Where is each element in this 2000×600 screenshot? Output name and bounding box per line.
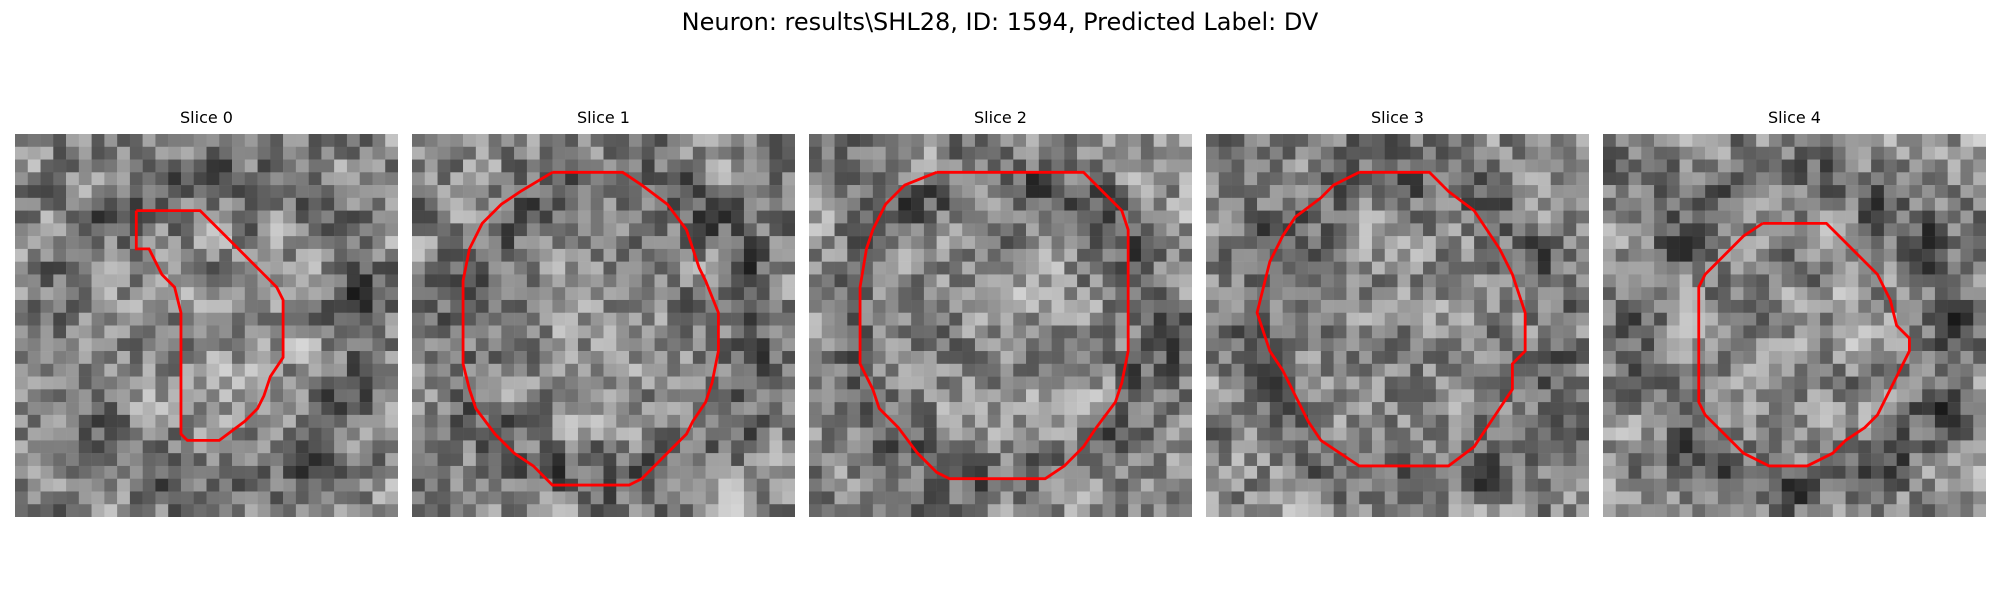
contour-1 [461, 170, 720, 487]
contour-0 [134, 209, 285, 442]
contour-3 [1255, 170, 1527, 468]
pixel-grid-1 [412, 134, 795, 517]
pixel-grid-2 [809, 134, 1192, 517]
slice-title-1: Slice 1 [577, 108, 630, 127]
contour-4 [1697, 221, 1911, 468]
slice-image-2 [809, 134, 1192, 517]
slice-title-2: Slice 2 [974, 108, 1027, 127]
slice-image-4 [1603, 134, 1986, 517]
slice-image-3 [1206, 134, 1589, 517]
slice-title-0: Slice 0 [180, 108, 233, 127]
pixel-grid-3 [1206, 134, 1589, 517]
pixel-grid-0 [15, 134, 398, 517]
slice-title-3: Slice 3 [1371, 108, 1424, 127]
slice-image-0 [15, 134, 398, 517]
slice-image-1 [412, 134, 795, 517]
figure-title: Neuron: results\SHL28, ID: 1594, Predict… [681, 8, 1319, 36]
pixel-grid-4 [1603, 134, 1986, 517]
contour-2 [858, 170, 1130, 481]
slice-title-4: Slice 4 [1768, 108, 1821, 127]
